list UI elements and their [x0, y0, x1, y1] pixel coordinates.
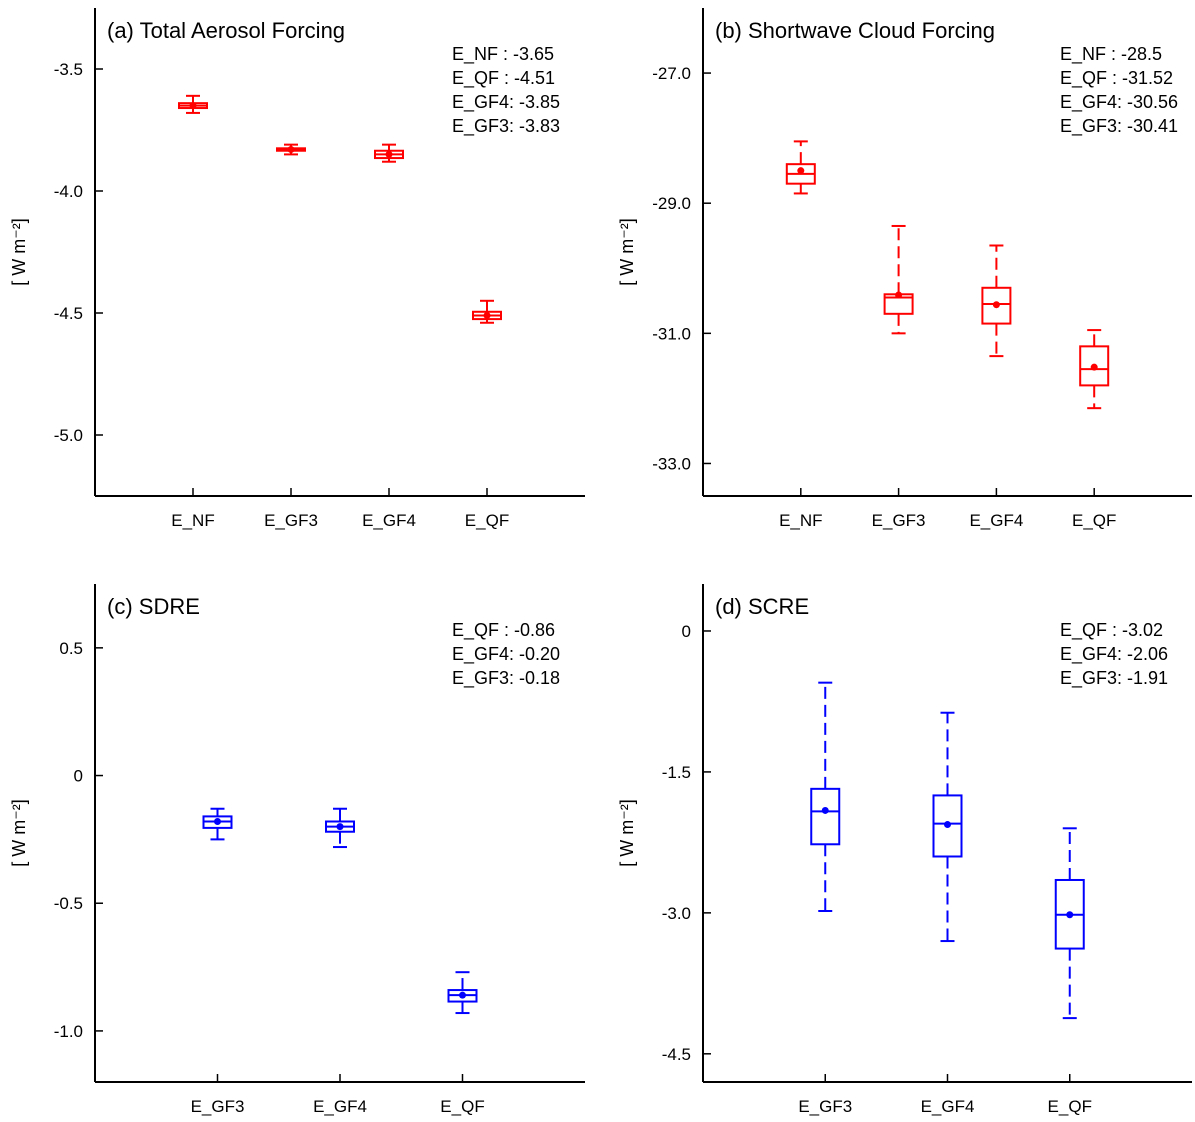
- x-tick-label: E_QF: [1072, 511, 1116, 530]
- x-tick-label: E_GF4: [362, 511, 416, 530]
- x-tick-label: E_QF: [1048, 1097, 1092, 1116]
- y-tick-label: -4.5: [662, 1045, 691, 1064]
- stats-line: E_GF4: -3.85: [452, 92, 560, 113]
- mean-marker: [385, 150, 393, 158]
- mean-marker: [821, 806, 829, 814]
- stats-line: E_QF : -0.86: [452, 620, 555, 641]
- x-tick-label: E_GF4: [969, 511, 1023, 530]
- y-tick-label: 0: [682, 622, 691, 641]
- panel-title: (c) SDRE: [107, 594, 200, 619]
- box-e-qf: [1079, 329, 1110, 410]
- mean-marker: [189, 102, 197, 110]
- stats-line: E_GF3: -0.18: [452, 668, 560, 689]
- y-tick-label: -1.0: [54, 1022, 83, 1041]
- x-tick-label: E_QF: [465, 511, 509, 530]
- x-tick-label: E_QF: [440, 1097, 484, 1116]
- x-tick-label: E_GF3: [798, 1097, 852, 1116]
- y-tick-label: -33.0: [652, 454, 691, 473]
- box-iqr: [932, 794, 963, 858]
- box-e-gf3: [810, 681, 841, 912]
- stats-line: E_QF : -31.52: [1060, 68, 1173, 89]
- stats-line: E_NF : -3.65: [452, 44, 554, 65]
- y-axis-label: [ W m⁻²]: [9, 218, 29, 285]
- panel-total-aerosol-forcing: -3.5 -4.0 -4.5 -5.0 E_NF E_GF3 E_GF4 E_QF [ W m⁻…: [9, 8, 585, 530]
- y-tick-label: -4.0: [54, 182, 83, 201]
- y-tick-label: -0.5: [54, 894, 83, 913]
- box-e-qf: [472, 299, 502, 324]
- x-tick-label: E_GF3: [872, 511, 926, 530]
- y-axis-label: [ W m⁻²]: [617, 799, 637, 866]
- mean-marker: [459, 991, 466, 999]
- stats-line: E_QF : -4.51: [452, 68, 555, 89]
- panel-title: (b) Shortwave Cloud Forcing: [715, 18, 995, 43]
- x-tick-label: E_NF: [779, 511, 822, 530]
- y-tick-label: -1.5: [662, 763, 691, 782]
- x-tick-label: E_GF4: [313, 1097, 367, 1116]
- mean-marker: [944, 821, 951, 829]
- panel-title: (a) Total Aerosol Forcing: [107, 18, 345, 43]
- box-e-gf4: [325, 807, 355, 849]
- mean-marker: [336, 823, 344, 831]
- x-tick-label: E_GF4: [921, 1097, 975, 1116]
- y-tick-label: 0.5: [59, 639, 83, 658]
- box-e-nf: [178, 94, 208, 114]
- stats-line: E_QF : -3.02: [1060, 620, 1163, 641]
- y-tick-label: -29.0: [652, 194, 691, 213]
- x-tick-label: E_GF3: [264, 511, 318, 530]
- box-e-gf3: [883, 224, 914, 335]
- box-e-qf: [447, 971, 478, 1015]
- stats-line: E_GF4: -2.06: [1060, 644, 1168, 665]
- y-tick-label: -27.0: [652, 64, 691, 83]
- stats-line: E_GF3: -3.83: [452, 116, 560, 137]
- box-iqr: [981, 286, 1012, 325]
- box-e-gf4: [932, 711, 963, 943]
- mean-marker: [992, 301, 1000, 309]
- stats-line: E_GF3: -1.91: [1060, 668, 1168, 689]
- stats-line: E_GF3: -30.41: [1060, 116, 1178, 137]
- y-tick-label: -5.0: [54, 426, 83, 445]
- box-iqr: [810, 787, 841, 846]
- y-tick-label: -31.0: [652, 324, 691, 343]
- panel-scre: 0 -1.5 -3.0 -4.5 E_GF3 E_GF4 E_QF [ W m⁻²] (d) S…: [617, 584, 1192, 1116]
- y-axis-label: [ W m⁻²]: [617, 218, 637, 285]
- mean-marker: [483, 311, 491, 319]
- mean-marker: [287, 146, 295, 154]
- mean-marker: [1066, 911, 1074, 919]
- mean-marker: [797, 167, 805, 175]
- mean-marker: [1090, 363, 1098, 371]
- box-e-gf4: [981, 244, 1012, 358]
- panel-title: (d) SCRE: [715, 594, 809, 619]
- x-tick-label: E_GF3: [191, 1097, 245, 1116]
- box-e-qf: [1054, 827, 1085, 1020]
- y-tick-label: -3.5: [54, 60, 83, 79]
- box-e-gf3: [276, 143, 306, 156]
- stats-line: E_GF4: -30.56: [1060, 92, 1178, 113]
- y-axis-label: [ W m⁻²]: [9, 799, 29, 866]
- stats-line: E_GF4: -0.20: [452, 644, 560, 665]
- box-e-nf: [785, 140, 816, 195]
- y-tick-label: -3.0: [662, 904, 691, 923]
- box-e-gf3: [202, 807, 233, 841]
- mean-marker: [214, 818, 221, 826]
- y-tick-label: 0: [74, 767, 83, 786]
- panel-sdre: 0.5 0 -0.5 -1.0 E_GF3 E_GF4 E_QF [ W m⁻²] (c) SD…: [9, 584, 585, 1116]
- panel-shortwave-cloud-forcing: -27.0 -29.0 -31.0 -33.0 E_NF E_GF3 E_GF4 E_QF [ …: [617, 8, 1192, 530]
- box-iqr: [1079, 345, 1110, 387]
- y-tick-label: -4.5: [54, 304, 83, 323]
- box-e-gf4: [374, 143, 404, 163]
- stats-line: E_NF : -28.5: [1060, 44, 1162, 65]
- mean-marker: [895, 291, 903, 299]
- x-tick-label: E_NF: [171, 511, 214, 530]
